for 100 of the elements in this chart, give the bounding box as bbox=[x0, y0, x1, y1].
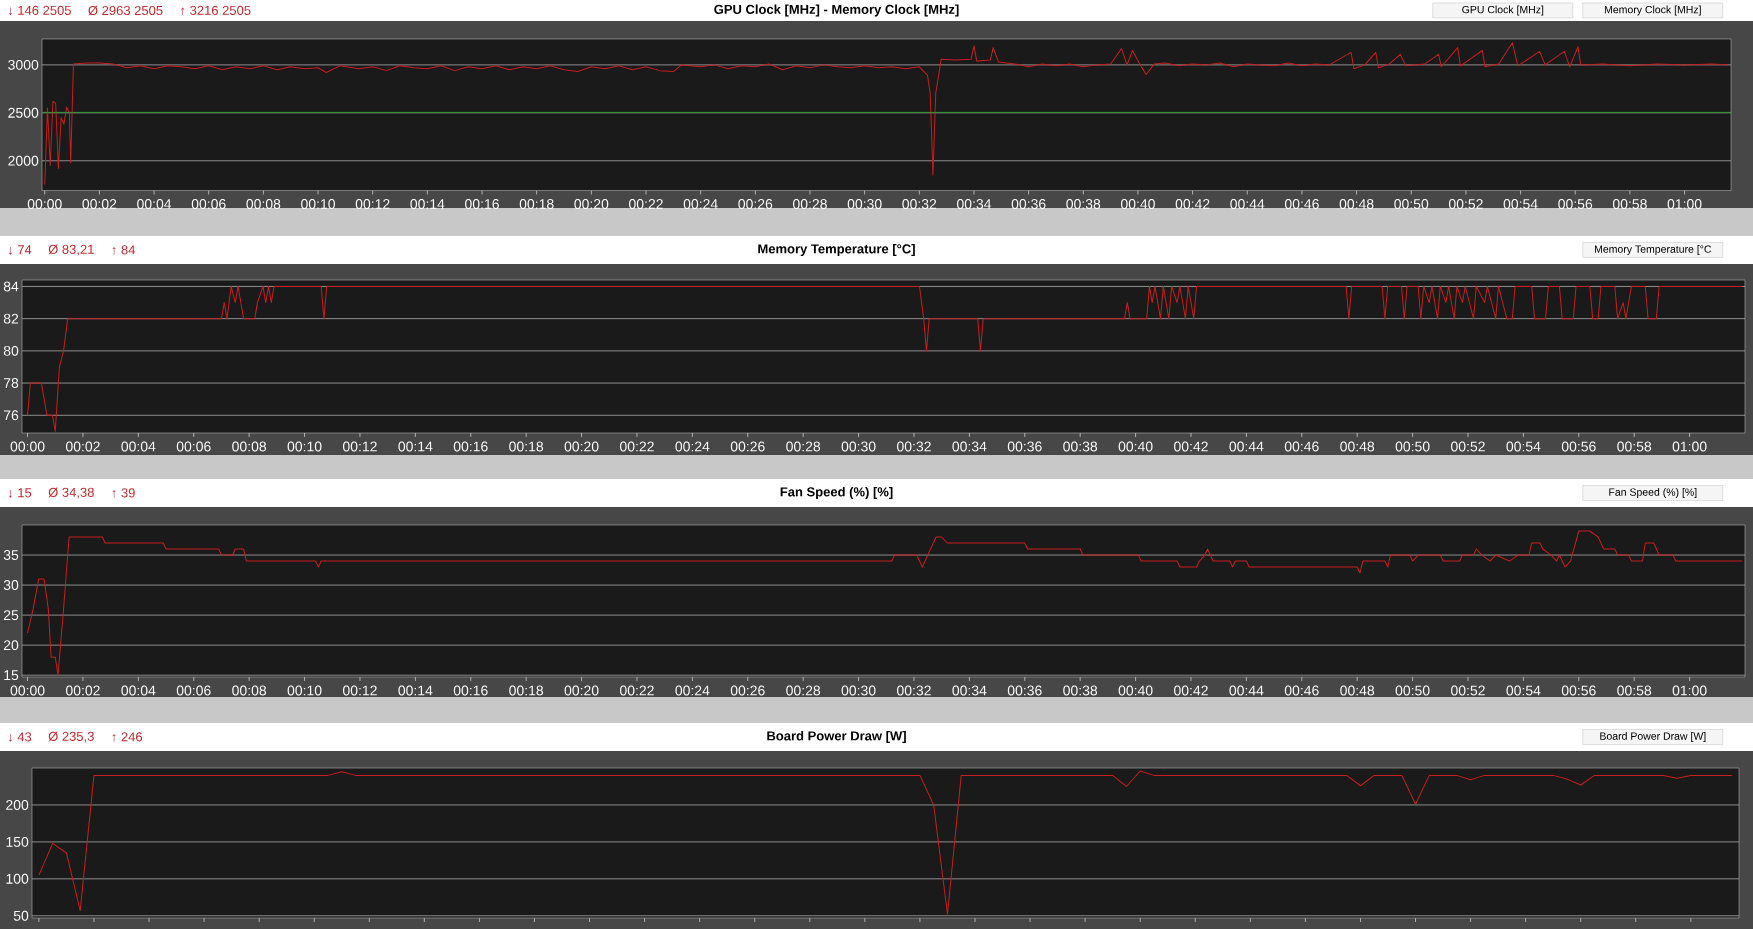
x-tick-label: 00:18 bbox=[509, 685, 544, 696]
x-tick-label: 00:24 bbox=[675, 685, 710, 696]
x-tick-label: 00:48 bbox=[1339, 199, 1374, 209]
x-tick-label: 00:34 bbox=[952, 441, 987, 452]
y-tick-label: 100 bbox=[6, 873, 29, 884]
y-tick-label: 3000 bbox=[8, 59, 39, 70]
text: ↓ 15 bbox=[8, 488, 32, 498]
x-tick-label: 00:40 bbox=[1118, 441, 1153, 452]
x-tick-label: 00:08 bbox=[232, 441, 267, 452]
x-tick-label: 00:56 bbox=[1558, 199, 1593, 209]
x-tick-label: 00:32 bbox=[902, 199, 937, 209]
x-tick-label: 00:04 bbox=[137, 199, 172, 209]
x-tick-label: 00:46 bbox=[1284, 441, 1319, 452]
x-tick-label: 00:06 bbox=[191, 199, 226, 209]
y-tick-label: 25 bbox=[3, 610, 19, 621]
y-tick-label: 76 bbox=[3, 410, 19, 421]
x-tick-label: 00:22 bbox=[620, 441, 654, 452]
x-tick-label: 00:16 bbox=[465, 199, 499, 209]
x-tick-label: 00:36 bbox=[1007, 441, 1042, 452]
text: ↓ 43 bbox=[8, 732, 32, 742]
x-tick-label: 00:42 bbox=[1174, 441, 1208, 452]
x-tick-label: 00:08 bbox=[246, 199, 281, 209]
y-tick-label: 30 bbox=[3, 580, 19, 591]
x-tick-label: 00:10 bbox=[287, 441, 322, 452]
y-tick-label: 82 bbox=[3, 313, 19, 324]
x-tick-label: 00:10 bbox=[287, 685, 322, 696]
x-tick-label: 00:54 bbox=[1503, 199, 1538, 209]
x-tick-label: 00:02 bbox=[65, 685, 100, 696]
text: GPU Clock [MHz] bbox=[1462, 5, 1544, 16]
y-tick-label: 84 bbox=[3, 281, 19, 292]
x-tick-label: 00:20 bbox=[564, 441, 599, 452]
x-tick-label: 00:28 bbox=[786, 441, 821, 452]
x-tick-label: 00:50 bbox=[1394, 199, 1429, 209]
x-tick-label: 00:22 bbox=[629, 199, 663, 209]
chart-title: Memory Temperature [°C] bbox=[758, 243, 915, 257]
y-tick-label: 200 bbox=[6, 799, 29, 810]
x-tick-label: 00:38 bbox=[1063, 685, 1098, 696]
x-tick-label: 00:52 bbox=[1451, 685, 1485, 696]
chart-title: Fan Speed (%) [%] bbox=[780, 486, 893, 500]
y-tick-label: 80 bbox=[3, 345, 19, 356]
text: ↑ 84 bbox=[112, 245, 136, 255]
x-tick-label: 00:12 bbox=[342, 685, 377, 696]
y-tick-label: 50 bbox=[13, 910, 29, 921]
text: ↓ 74 bbox=[8, 245, 32, 255]
y-tick-label: 2500 bbox=[8, 107, 39, 118]
x-tick-label: 00:56 bbox=[1561, 441, 1596, 452]
x-tick-label: 00:40 bbox=[1118, 685, 1153, 696]
x-tick-label: 00:06 bbox=[176, 441, 211, 452]
line-series bbox=[44, 42, 1729, 186]
text: ↑ 3216 2505 bbox=[181, 5, 251, 16]
x-tick-label: 00:08 bbox=[232, 685, 267, 696]
text: Ø 235,3 bbox=[48, 731, 94, 743]
x-tick-label: 01:00 bbox=[1667, 199, 1702, 209]
x-tick-label: 00:26 bbox=[730, 441, 765, 452]
x-tick-label: 00:00 bbox=[10, 685, 45, 696]
x-tick-label: 01:00 bbox=[1672, 441, 1707, 452]
text: Fan Speed (%) [%] bbox=[1609, 488, 1697, 498]
x-tick-label: 01:00 bbox=[1672, 685, 1707, 696]
y-tick-label: 15 bbox=[4, 670, 19, 681]
y-tick-label: 150 bbox=[6, 836, 29, 847]
x-tick-label: 00:24 bbox=[675, 441, 710, 452]
x-tick-label: 00:06 bbox=[176, 685, 211, 696]
x-tick-label: 00:30 bbox=[841, 685, 876, 696]
x-tick-label: 00:42 bbox=[1175, 199, 1210, 209]
x-tick-label: 00:38 bbox=[1066, 199, 1101, 209]
text: Ø 2963 2505 bbox=[88, 5, 163, 16]
x-tick-label: 00:36 bbox=[1007, 685, 1042, 696]
x-tick-label: 00:12 bbox=[355, 199, 390, 209]
x-tick-label: 00:50 bbox=[1395, 685, 1430, 696]
x-tick-label: 00:16 bbox=[453, 685, 488, 696]
x-tick-label: 00:14 bbox=[398, 441, 433, 452]
y-tick-label: 20 bbox=[3, 640, 19, 651]
x-tick-label: 00:02 bbox=[82, 199, 117, 209]
text: Board Power Draw [W] bbox=[1600, 732, 1706, 742]
chart-title: GPU Clock [MHz] - Memory Clock [MHz] bbox=[714, 4, 959, 17]
line-series bbox=[27, 530, 1743, 676]
x-tick-label: 00:36 bbox=[1011, 199, 1046, 209]
x-tick-label: 00:22 bbox=[620, 685, 654, 696]
x-tick-label: 00:48 bbox=[1340, 685, 1375, 696]
text: ↓ 146 2505 bbox=[8, 5, 71, 16]
x-tick-label: 00:20 bbox=[574, 199, 609, 209]
x-tick-label: 00:26 bbox=[730, 685, 765, 696]
x-tick-label: 00:18 bbox=[519, 199, 554, 209]
x-tick-label: 00:42 bbox=[1174, 685, 1208, 696]
x-tick-label: 00:02 bbox=[65, 441, 100, 452]
x-tick-label: 00:04 bbox=[121, 441, 156, 452]
x-tick-label: 00:30 bbox=[847, 199, 882, 209]
x-tick-label: 00:00 bbox=[10, 441, 45, 452]
x-tick-label: 00:48 bbox=[1340, 441, 1375, 452]
x-tick-label: 00:52 bbox=[1448, 199, 1483, 209]
x-tick-label: 00:24 bbox=[683, 199, 718, 209]
text: Ø 83,21 bbox=[48, 244, 94, 256]
x-tick-label: 00:44 bbox=[1230, 199, 1265, 209]
x-tick-label: 00:14 bbox=[398, 685, 433, 696]
x-tick-label: 00:58 bbox=[1612, 199, 1647, 209]
text: Memory Clock [MHz] bbox=[1604, 5, 1701, 16]
chart-title: Board Power Draw [W] bbox=[767, 730, 906, 744]
x-tick-label: 00:50 bbox=[1395, 441, 1430, 452]
y-tick-label: 78 bbox=[3, 378, 19, 389]
x-tick-label: 00:32 bbox=[897, 441, 931, 452]
